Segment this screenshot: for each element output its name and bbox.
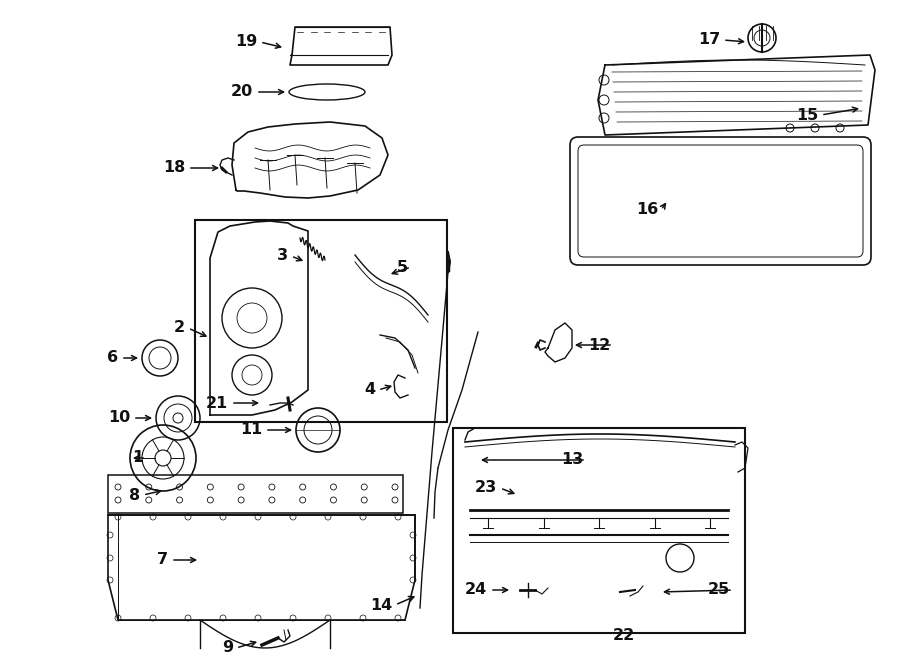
Bar — [453, 428, 745, 633]
Text: 16: 16 — [635, 202, 658, 217]
Text: 15: 15 — [796, 108, 818, 122]
Text: 20: 20 — [230, 85, 253, 100]
Text: 18: 18 — [163, 161, 185, 176]
Text: 25: 25 — [707, 582, 730, 598]
Text: 6: 6 — [107, 350, 118, 366]
Text: 19: 19 — [235, 34, 257, 50]
Text: 1: 1 — [132, 451, 143, 465]
Text: 24: 24 — [464, 582, 487, 598]
Text: 7: 7 — [157, 553, 168, 568]
Text: 21: 21 — [206, 395, 228, 410]
Text: 12: 12 — [588, 338, 610, 352]
Text: 17: 17 — [698, 32, 720, 48]
Text: 22: 22 — [613, 627, 635, 642]
Text: 11: 11 — [239, 422, 262, 438]
Text: 9: 9 — [222, 641, 233, 656]
Text: 5: 5 — [397, 260, 408, 274]
Text: 14: 14 — [370, 598, 392, 613]
Text: 2: 2 — [174, 321, 185, 336]
Text: 8: 8 — [129, 488, 140, 502]
Text: 10: 10 — [108, 410, 130, 426]
Text: 3: 3 — [277, 249, 288, 264]
Text: 13: 13 — [561, 453, 583, 467]
Text: 23: 23 — [475, 481, 497, 496]
Text: 4: 4 — [364, 383, 375, 397]
Bar — [108, 475, 403, 513]
Bar — [195, 220, 447, 422]
